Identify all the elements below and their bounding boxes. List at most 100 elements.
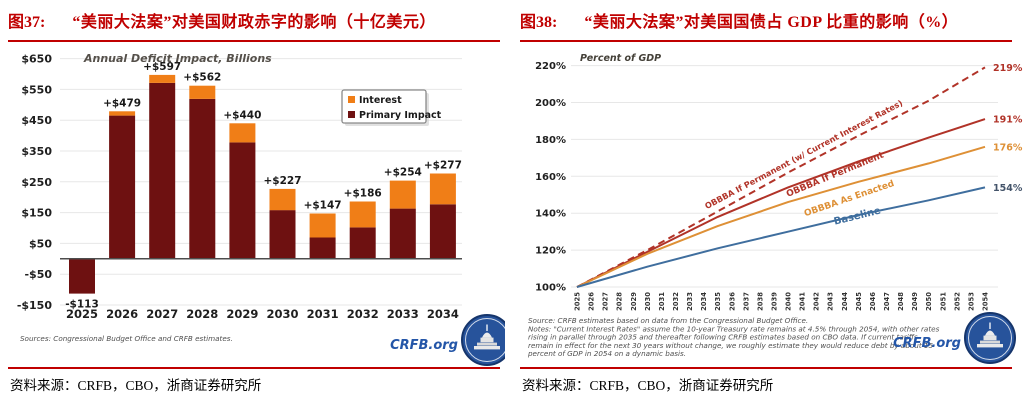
x-tick-label: 2031 xyxy=(307,307,339,321)
figure37-bottom-rule xyxy=(8,367,500,369)
figure37-header: 图37: “美丽大法案”对美国财政赤字的影响（十亿美元） xyxy=(8,8,500,32)
x-tick-label: 2029 xyxy=(226,307,258,321)
x-tick-label: 2031 xyxy=(658,292,666,311)
bar-primary-impact xyxy=(69,258,95,294)
series-end-label: 219% xyxy=(993,63,1023,74)
bar-primary-impact xyxy=(149,82,176,259)
chart-title: Annual Deficit Impact, Billions xyxy=(83,52,272,65)
x-tick-label: 2030 xyxy=(644,292,652,311)
capitol-icon xyxy=(977,344,1003,348)
bar-interest xyxy=(109,111,136,116)
debt-gdp-line-chart: 100% 120% 140% 160% 180% 200% 220% Percent of G… xyxy=(527,53,1023,364)
x-tick-label: 2039 xyxy=(771,292,779,311)
x-tick-label: 2034 xyxy=(427,307,459,321)
x-tick-label: 2054 xyxy=(982,292,990,311)
bar-value-label: +$186 xyxy=(344,188,382,200)
x-tick-label: 2038 xyxy=(756,292,764,311)
figure38-title: “美丽大法案”对美国国债占 GDP 比重的影响（%） xyxy=(584,14,959,31)
bar-primary-impact xyxy=(109,115,136,259)
y-tick-label: 220% xyxy=(535,61,566,72)
figure37-panel: 图37: “美丽大法案”对美国财政赤字的影响（十亿美元） $650 $550 $45… xyxy=(8,8,505,393)
bar-interest xyxy=(309,213,336,238)
figure38-panel: 图38: “美丽大法案”对美国国债占 GDP 比重的影响（%） 100% 120%… xyxy=(512,0,1024,402)
x-tick-label: 2033 xyxy=(387,307,419,321)
legend-box xyxy=(341,89,427,124)
y-tick-label: $450 xyxy=(21,114,52,127)
x-tick-label: 2041 xyxy=(799,292,807,311)
figure37-source-caption: 资料来源：CRFB，CBO，浙商证券研究所 xyxy=(10,378,262,393)
y-tick-label: -$150 xyxy=(17,299,53,312)
figure37-label: 图37: xyxy=(8,14,46,31)
x-tick-label: 2027 xyxy=(146,307,178,321)
bar-primary-impact xyxy=(389,208,416,259)
bar-primary-impact xyxy=(349,227,376,259)
figure37-title-rule xyxy=(8,40,500,42)
bar-value-label: +$277 xyxy=(424,160,462,172)
x-tick-label: 2049 xyxy=(911,292,919,311)
x-tick-label: 2045 xyxy=(855,292,863,311)
x-tick-label: 2026 xyxy=(106,307,138,321)
bar-interest xyxy=(189,85,216,99)
figure38-source-caption: 资料来源：CRFB，CBO，浙商证券研究所 xyxy=(522,378,774,393)
bar-value-label: -$113 xyxy=(65,299,99,311)
series-end-label: 191% xyxy=(993,115,1023,126)
source-notes: Source: CRFB estimates based on data fro… xyxy=(527,316,940,358)
y-tick-label: $250 xyxy=(21,176,52,189)
y-tick-label: 100% xyxy=(535,283,566,294)
series-line xyxy=(576,186,986,288)
bar-interest xyxy=(389,180,416,209)
bar-interest xyxy=(349,201,376,228)
x-tick-label: 2028 xyxy=(186,307,218,321)
bar-primary-impact xyxy=(429,204,456,259)
bar-interest xyxy=(269,188,296,211)
bar-primary-impact xyxy=(189,98,216,259)
bar-interest xyxy=(429,173,456,205)
x-tick-label: 2051 xyxy=(939,292,947,311)
series-line xyxy=(576,66,986,288)
crfb-logo-text: CRFB.org xyxy=(390,338,458,353)
legend-swatch xyxy=(348,111,355,118)
x-tick-label: 2047 xyxy=(883,292,891,311)
x-tick-label: 2053 xyxy=(967,292,975,311)
x-tick-label: 2042 xyxy=(813,292,821,311)
x-tick-label: 2043 xyxy=(827,292,835,311)
legend-label: Primary Impact xyxy=(359,110,442,121)
x-tick-label: 2050 xyxy=(925,292,933,311)
x-tick-label: 2033 xyxy=(686,292,694,311)
legend-swatch xyxy=(348,96,355,103)
legend: Interest Primary Impact xyxy=(341,89,442,126)
y-tick-label: 200% xyxy=(535,98,566,109)
crfb-logo: CRFB.org xyxy=(893,312,1016,364)
y-tick-label: $550 xyxy=(21,83,52,96)
capitol-icon xyxy=(474,346,500,350)
source-note: Sources: Congressional Budget Office and… xyxy=(20,334,233,343)
y-tick-label: $650 xyxy=(21,53,52,66)
y-tick-label: 160% xyxy=(535,172,566,183)
x-tick-label: 2025 xyxy=(66,307,98,321)
x-tick-label: 2029 xyxy=(630,292,638,311)
bar-primary-impact xyxy=(229,142,256,259)
figure37-title: “美丽大法案”对美国财政赤字的影响（十亿美元） xyxy=(72,14,436,31)
bar-interest xyxy=(149,74,176,83)
x-tick-label: 2032 xyxy=(672,292,680,311)
deficit-impact-bar-chart: $650 $550 $450 $350 $250 $150 $50 -$50 -$150 Annu… xyxy=(17,52,505,366)
series-inline-label: Baseline xyxy=(833,205,882,227)
y-tick-label: 180% xyxy=(535,135,566,146)
series-end-label: 176% xyxy=(993,142,1023,153)
x-tick-label: 2048 xyxy=(897,292,905,311)
series-line xyxy=(576,118,986,288)
x-tick-label: 2034 xyxy=(700,292,708,311)
y-tick-label: 120% xyxy=(535,246,566,257)
y-tick-label: -$50 xyxy=(24,268,52,281)
bar-value-label: +$440 xyxy=(223,109,261,121)
bar-value-label: +$562 xyxy=(183,72,221,84)
bar-value-label: +$479 xyxy=(103,97,141,109)
y-tick-label: $50 xyxy=(29,237,52,250)
bar-primary-impact xyxy=(269,210,296,259)
x-tick-label: 2040 xyxy=(785,292,793,311)
series-end-label: 154% xyxy=(993,183,1023,194)
x-tick-label: 2046 xyxy=(869,292,877,311)
crfb-logo: CRFB.org xyxy=(390,314,505,366)
y-tick-label: $350 xyxy=(21,145,52,158)
figure38-header: 图38: “美丽大法案”对美国国债占 GDP 比重的影响（%） xyxy=(520,8,1012,32)
